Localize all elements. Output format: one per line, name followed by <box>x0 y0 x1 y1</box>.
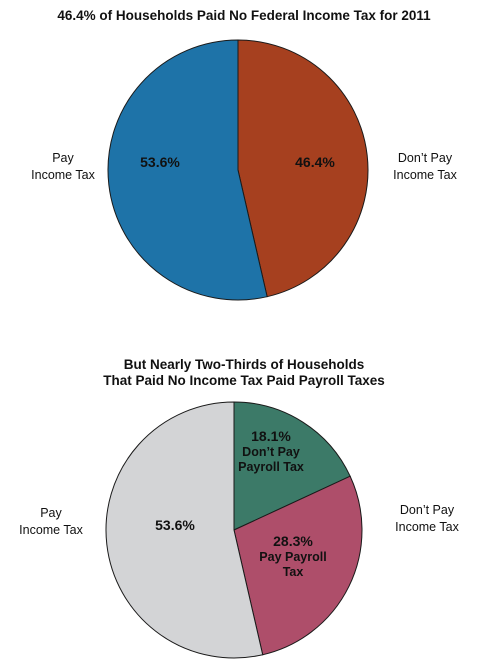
chart2-slice-1-label-line0: 28.3% <box>273 533 313 549</box>
chart2-slice-0-label: 18.1% Don’t Pay Payroll Tax <box>238 428 304 474</box>
chart1-slice-0-label: 46.4% <box>295 154 335 170</box>
chart2-title-line1: But Nearly Two-Thirds of Households <box>123 357 365 372</box>
chart1-slice-0-label-line0: 46.4% <box>295 154 335 170</box>
chart1-title: 46.4% of Households Paid No Federal Inco… <box>0 8 488 24</box>
chart1-slice-1-label-line0: 53.6% <box>140 154 180 170</box>
chart2-title: But Nearly Two-Thirds of Households That… <box>0 357 488 389</box>
chart2-slice-1-label-line1: Pay Payroll <box>259 550 326 564</box>
chart2-left-label-line2: Income Tax <box>19 523 83 537</box>
chart1-right-label-line2: Income Tax <box>393 168 457 182</box>
chart2-right-label: Don’t Pay Income Tax <box>372 502 482 536</box>
chart2-left-label-line1: Pay <box>40 506 62 520</box>
chart2-slice-0-label-line2: Payroll Tax <box>238 460 304 474</box>
chart1-slice-0 <box>237 39 369 298</box>
chart1-left-label-line1: Pay <box>52 151 74 165</box>
chart1-slice-1-label: 53.6% <box>140 154 180 170</box>
chart1-right-label: Don’t Pay Income Tax <box>370 150 480 184</box>
chart2-slice-1-label: 28.3% Pay Payroll Tax <box>259 533 326 579</box>
chart2-slice-2-label-line0: 53.6% <box>155 517 195 533</box>
chart2-slice-1-label-line2: Tax <box>283 565 304 579</box>
chart2-left-label: Pay Income Tax <box>0 505 106 539</box>
chart2-slice-0-label-line0: 18.1% <box>251 428 291 444</box>
chart2-slice-2 <box>105 401 264 659</box>
chart2-right-label-line1: Don’t Pay <box>399 503 455 517</box>
chart1-right-label-line1: Don’t Pay <box>397 151 453 165</box>
chart1-left-label-line2: Income Tax <box>31 168 95 182</box>
chart2-slice-0-label-line1: Don’t Pay <box>242 445 300 459</box>
chart2-slice-0 <box>233 401 351 531</box>
chart2-slice-1 <box>233 475 363 656</box>
chart2-title-line2: That Paid No Income Tax Paid Payroll Tax… <box>103 373 385 388</box>
chart1-title-text: 46.4% of Households Paid No Federal Inco… <box>57 8 431 23</box>
chart1-left-label: Pay Income Tax <box>8 150 118 184</box>
chart1-slice-1 <box>107 39 268 301</box>
chart2-pie: 18.1% Don’t Pay Payroll Tax 28.3% Pay Payrol… <box>105 401 363 659</box>
chart1-pie: 46.4% 53.6% <box>107 39 369 301</box>
chart2-right-label-line2: Income Tax <box>395 520 459 534</box>
chart2-slice-2-label: 53.6% <box>155 517 195 533</box>
